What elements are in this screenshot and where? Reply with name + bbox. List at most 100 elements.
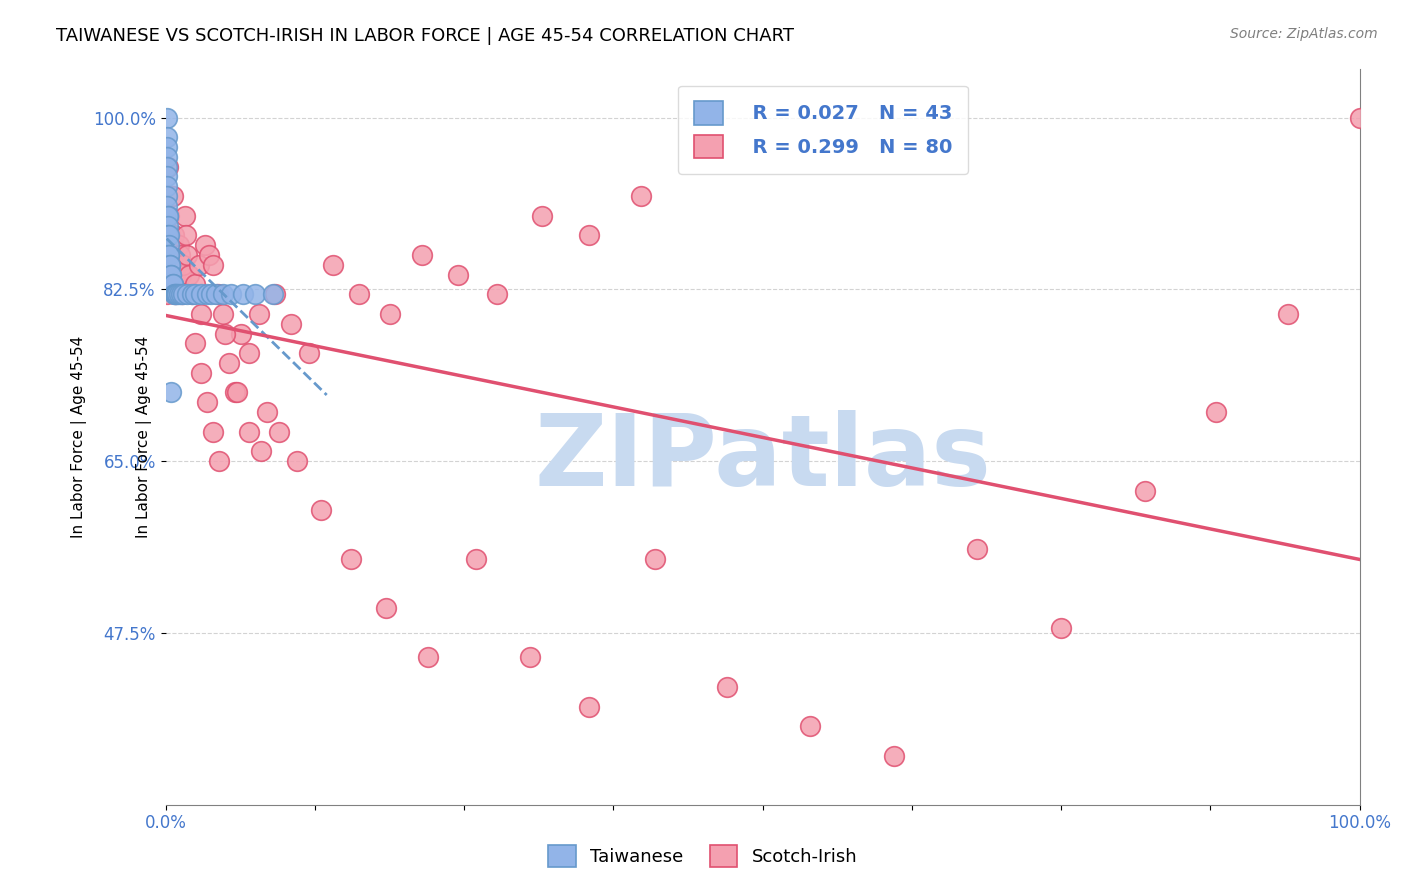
- Legend:   R = 0.027   N = 43,   R = 0.299   N = 80: R = 0.027 N = 43, R = 0.299 N = 80: [679, 86, 967, 174]
- Point: [157, 248, 180, 262]
- Point: [447, 268, 470, 282]
- Point: [167, 287, 190, 301]
- Point: [202, 258, 225, 272]
- Point: [883, 748, 905, 763]
- Point: [243, 287, 266, 301]
- Point: [190, 287, 212, 301]
- Point: [194, 238, 217, 252]
- Point: [204, 287, 226, 301]
- Point: [1348, 111, 1371, 125]
- Point: [165, 287, 187, 301]
- Point: [238, 346, 260, 360]
- Point: [162, 189, 184, 203]
- Point: [180, 287, 202, 301]
- Point: [238, 425, 260, 439]
- Point: [174, 228, 197, 243]
- Point: [375, 601, 398, 615]
- Point: [322, 258, 344, 272]
- Point: [170, 287, 193, 301]
- Point: [179, 268, 201, 282]
- Point: [162, 277, 184, 292]
- Point: [229, 326, 252, 341]
- Point: [162, 277, 184, 292]
- Point: [1133, 483, 1156, 498]
- Point: [519, 650, 541, 665]
- Point: [339, 552, 361, 566]
- Point: [156, 219, 179, 233]
- Point: [176, 287, 198, 301]
- Point: [224, 385, 246, 400]
- Point: [716, 680, 738, 694]
- Point: [1277, 307, 1299, 321]
- Point: [156, 150, 179, 164]
- Point: [211, 287, 233, 301]
- Point: [156, 130, 179, 145]
- Point: [156, 228, 179, 243]
- Point: [156, 111, 179, 125]
- Point: [157, 258, 180, 272]
- Point: [159, 258, 181, 272]
- Point: [159, 228, 181, 243]
- Point: [162, 238, 184, 252]
- Point: [1050, 621, 1073, 635]
- Point: [156, 209, 179, 223]
- Point: [262, 287, 284, 301]
- Point: [160, 268, 183, 282]
- Point: [267, 425, 290, 439]
- Point: [309, 503, 332, 517]
- Point: [578, 699, 600, 714]
- Point: [156, 287, 179, 301]
- Point: [165, 287, 187, 301]
- Y-axis label: In Labor Force | Age 45-54: In Labor Force | Age 45-54: [135, 335, 152, 538]
- Point: [418, 650, 440, 665]
- Point: [190, 366, 212, 380]
- Point: [160, 385, 183, 400]
- Point: [172, 258, 194, 272]
- Point: [157, 228, 180, 243]
- Point: [156, 160, 179, 174]
- Y-axis label: In Labor Force | Age 45-54: In Labor Force | Age 45-54: [72, 335, 87, 538]
- Point: [184, 287, 207, 301]
- Point: [160, 248, 183, 262]
- Point: [644, 552, 666, 566]
- Point: [208, 454, 231, 468]
- Point: [1205, 405, 1227, 419]
- Point: [163, 287, 186, 301]
- Point: [264, 287, 287, 301]
- Point: [159, 258, 181, 272]
- Point: [465, 552, 488, 566]
- Point: [218, 356, 240, 370]
- Point: [486, 287, 509, 301]
- Point: [200, 287, 222, 301]
- Point: [195, 395, 218, 409]
- Point: [166, 277, 188, 292]
- Point: [172, 287, 194, 301]
- Point: [173, 209, 195, 223]
- Point: [165, 277, 187, 292]
- Point: [197, 248, 219, 262]
- Point: [378, 307, 401, 321]
- Point: [165, 268, 187, 282]
- Point: [157, 209, 180, 223]
- Point: [411, 248, 433, 262]
- Point: [166, 258, 188, 272]
- Point: [214, 326, 236, 341]
- Point: [280, 317, 302, 331]
- Point: [156, 169, 179, 184]
- Point: [160, 268, 183, 282]
- Point: [250, 444, 273, 458]
- Point: [211, 307, 233, 321]
- Point: [156, 160, 179, 174]
- Point: [530, 209, 553, 223]
- Point: [190, 307, 212, 321]
- Point: [202, 425, 225, 439]
- Text: ZIPatlas: ZIPatlas: [534, 410, 991, 508]
- Point: [298, 346, 321, 360]
- Point: [578, 228, 600, 243]
- Point: [207, 287, 229, 301]
- Point: [247, 307, 270, 321]
- Point: [285, 454, 308, 468]
- Point: [184, 336, 207, 351]
- Point: [347, 287, 370, 301]
- Point: [163, 228, 186, 243]
